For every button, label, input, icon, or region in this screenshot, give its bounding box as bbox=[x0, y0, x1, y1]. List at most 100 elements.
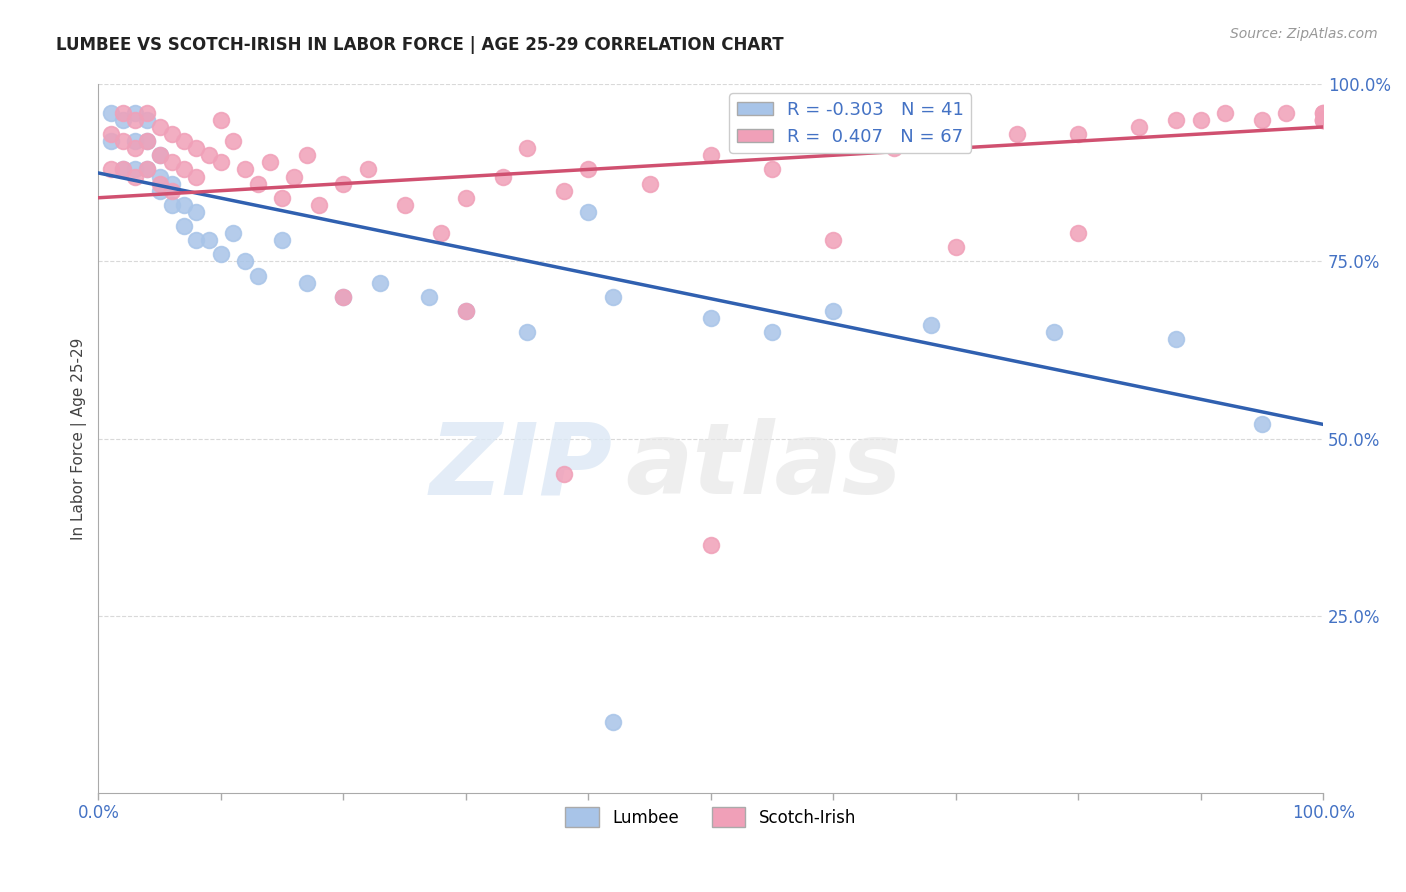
Point bbox=[259, 155, 281, 169]
Point bbox=[136, 105, 159, 120]
Text: ZIP: ZIP bbox=[430, 418, 613, 516]
Point bbox=[222, 134, 245, 148]
Point bbox=[149, 169, 172, 184]
Point bbox=[761, 162, 783, 177]
Point bbox=[124, 134, 146, 148]
Point bbox=[149, 148, 172, 162]
Point bbox=[233, 254, 256, 268]
Point bbox=[149, 177, 172, 191]
Point bbox=[332, 290, 354, 304]
Point bbox=[100, 105, 122, 120]
Point bbox=[576, 162, 599, 177]
Point bbox=[111, 112, 134, 127]
Point bbox=[149, 120, 172, 134]
Point bbox=[283, 169, 305, 184]
Point bbox=[638, 177, 661, 191]
Point bbox=[1312, 105, 1334, 120]
Point bbox=[516, 326, 538, 340]
Point bbox=[160, 127, 183, 141]
Point bbox=[160, 155, 183, 169]
Point bbox=[700, 148, 723, 162]
Point bbox=[430, 226, 453, 240]
Text: LUMBEE VS SCOTCH-IRISH IN LABOR FORCE | AGE 25-29 CORRELATION CHART: LUMBEE VS SCOTCH-IRISH IN LABOR FORCE | … bbox=[56, 36, 785, 54]
Point bbox=[1067, 226, 1090, 240]
Point bbox=[454, 191, 477, 205]
Point bbox=[602, 290, 624, 304]
Point bbox=[186, 205, 208, 219]
Point bbox=[209, 112, 232, 127]
Point bbox=[1251, 417, 1274, 432]
Point bbox=[173, 219, 195, 233]
Point bbox=[394, 198, 416, 212]
Point bbox=[124, 169, 146, 184]
Point bbox=[160, 184, 183, 198]
Point bbox=[246, 268, 269, 283]
Point bbox=[491, 169, 513, 184]
Point bbox=[1166, 332, 1188, 346]
Point bbox=[186, 169, 208, 184]
Point bbox=[823, 304, 845, 318]
Point bbox=[1189, 112, 1212, 127]
Point bbox=[1251, 112, 1274, 127]
Point bbox=[454, 304, 477, 318]
Point bbox=[1312, 105, 1334, 120]
Point bbox=[1213, 105, 1236, 120]
Point bbox=[576, 205, 599, 219]
Point bbox=[246, 177, 269, 191]
Point bbox=[418, 290, 440, 304]
Point bbox=[1312, 112, 1334, 127]
Point bbox=[173, 134, 195, 148]
Point bbox=[553, 467, 575, 481]
Point bbox=[295, 148, 318, 162]
Point bbox=[124, 162, 146, 177]
Point bbox=[357, 162, 380, 177]
Point bbox=[332, 290, 354, 304]
Point bbox=[1042, 326, 1064, 340]
Point bbox=[332, 177, 354, 191]
Point bbox=[160, 198, 183, 212]
Point bbox=[761, 326, 783, 340]
Point bbox=[100, 134, 122, 148]
Text: atlas: atlas bbox=[626, 418, 901, 516]
Point bbox=[823, 134, 845, 148]
Point bbox=[186, 233, 208, 247]
Point bbox=[368, 276, 391, 290]
Point bbox=[136, 162, 159, 177]
Point bbox=[454, 304, 477, 318]
Point bbox=[136, 134, 159, 148]
Point bbox=[271, 233, 294, 247]
Point bbox=[1275, 105, 1298, 120]
Point bbox=[149, 184, 172, 198]
Point bbox=[186, 141, 208, 155]
Point bbox=[1005, 127, 1028, 141]
Point bbox=[1166, 112, 1188, 127]
Point bbox=[1067, 127, 1090, 141]
Point bbox=[124, 112, 146, 127]
Point bbox=[100, 127, 122, 141]
Point bbox=[945, 120, 967, 134]
Point bbox=[209, 247, 232, 261]
Point bbox=[271, 191, 294, 205]
Point bbox=[160, 177, 183, 191]
Text: Source: ZipAtlas.com: Source: ZipAtlas.com bbox=[1230, 27, 1378, 41]
Point bbox=[136, 112, 159, 127]
Point bbox=[100, 162, 122, 177]
Point bbox=[823, 233, 845, 247]
Point bbox=[111, 162, 134, 177]
Point bbox=[233, 162, 256, 177]
Point bbox=[111, 162, 134, 177]
Point bbox=[516, 141, 538, 155]
Point bbox=[308, 198, 330, 212]
Point bbox=[136, 134, 159, 148]
Point bbox=[209, 155, 232, 169]
Point bbox=[149, 148, 172, 162]
Point bbox=[111, 134, 134, 148]
Point bbox=[136, 162, 159, 177]
Legend: Lumbee, Scotch-Irish: Lumbee, Scotch-Irish bbox=[558, 800, 863, 834]
Point bbox=[173, 162, 195, 177]
Point bbox=[197, 148, 219, 162]
Point bbox=[1128, 120, 1150, 134]
Point bbox=[945, 240, 967, 254]
Point bbox=[1312, 112, 1334, 127]
Point bbox=[602, 714, 624, 729]
